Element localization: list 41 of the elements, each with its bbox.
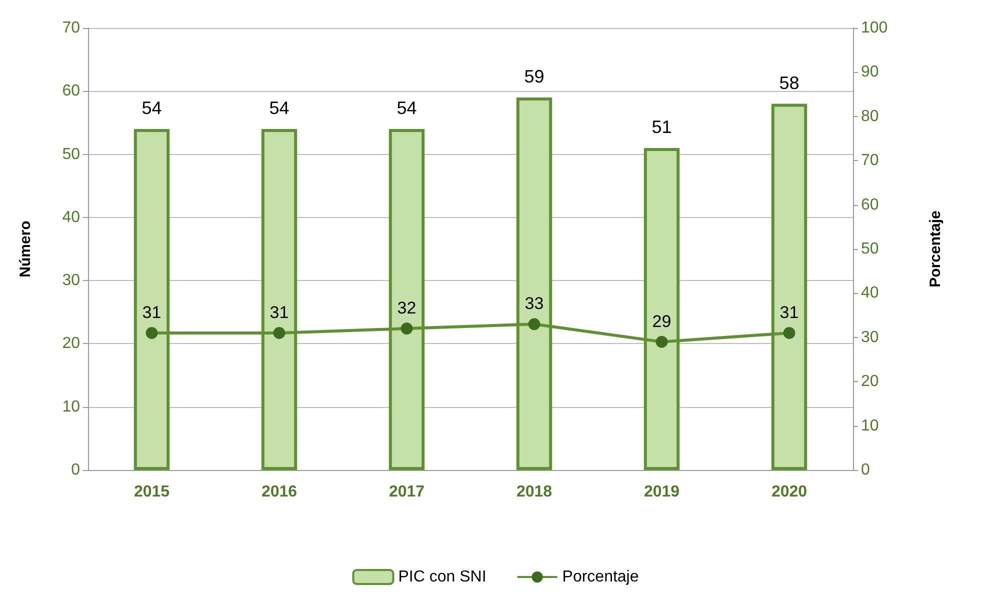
legend-label: Porcentaje [562,568,639,586]
y-tick-label: 40 [62,208,80,226]
y-axis-title: Número [17,220,34,278]
y-tick-label: 10 [62,398,80,416]
data-label: 31 [780,302,799,322]
data-label: 59 [524,66,544,86]
y2-tick-label: 70 [861,152,879,170]
data-label: 31 [270,302,289,322]
data-label: 54 [269,98,290,118]
y2-tick-label: 0 [861,462,870,478]
x-tick-label: 2020 [771,484,808,500]
data-label: 33 [524,294,544,314]
data-label: 29 [652,312,672,331]
y-tick-label: 70 [62,20,80,36]
y2-tick-label: 80 [861,108,879,125]
y2-tick-label: 30 [861,328,879,346]
data-label: 54 [396,98,417,118]
legend-label: PIC con SNI [398,568,486,586]
x-tick-label: 2015 [134,484,170,500]
data-label: 51 [652,116,672,137]
y-tick-label: 60 [62,82,80,100]
x-tick-label: 2017 [388,484,425,500]
y2-tick-label: 90 [861,64,879,81]
data-label: 31 [142,302,162,322]
y2-tick-label: 20 [861,373,879,390]
x-tick-label: 2018 [516,484,552,500]
data-label: 32 [397,298,416,318]
data-label: 58 [779,72,800,93]
y2-tick-label: 60 [861,196,879,214]
y-tick-label: 30 [62,272,80,290]
data-label: 54 [142,98,162,118]
y2-tick-label: 40 [861,284,879,302]
y-tick-label: 50 [62,146,80,163]
y2-tick-label: 100 [861,20,888,36]
y2-tick-label: 50 [861,240,879,258]
y-tick-label: 20 [62,335,80,352]
y2-tick-label: 10 [861,417,879,434]
x-tick-label: 2019 [644,484,680,500]
y-tick-label: 0 [71,462,80,478]
x-tick-label: 2016 [261,484,298,500]
y2-axis-title: Porcentaje [927,210,944,288]
